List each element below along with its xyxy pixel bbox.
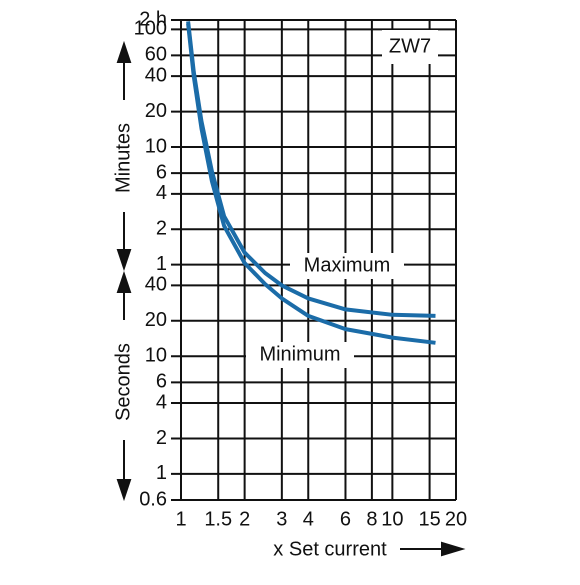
- x-axis-label: x Set current: [273, 538, 387, 560]
- annotation-bg: [382, 30, 438, 64]
- x-tick-label: 20: [445, 508, 467, 530]
- y-tick-label: 10: [145, 135, 167, 157]
- x-tick-label: 2: [239, 508, 250, 530]
- y-axis-label: Seconds: [112, 343, 134, 421]
- y-tick-label: 100: [134, 18, 167, 40]
- x-tick-label: 6: [340, 508, 351, 530]
- y-tick-label: 1: [156, 253, 167, 275]
- y-tick-label: 60: [145, 44, 167, 66]
- axis-arrows: [116, 40, 466, 557]
- y-tick-label: 2: [156, 218, 167, 240]
- y-tick-label: 20: [145, 100, 167, 122]
- x-tick-label: 3: [276, 508, 287, 530]
- y-tick-label: 4: [156, 391, 167, 413]
- x-tick-label: 4: [303, 508, 314, 530]
- annotation: ZW7: [389, 35, 431, 57]
- x-tick-label: 1: [175, 508, 186, 530]
- series-label: Minimum: [259, 343, 340, 365]
- legend-bg: [246, 342, 354, 368]
- y-tick-label: 6: [156, 161, 167, 183]
- x-tick-label: 8: [366, 508, 377, 530]
- y-tick-label: 4: [156, 182, 167, 204]
- y-tick-label: 2: [156, 427, 167, 449]
- series-label: Maximum: [304, 254, 391, 276]
- y-tick-label: 40: [145, 274, 167, 296]
- y-tick-label: 2 h: [139, 8, 167, 30]
- y-tick-label: 6: [156, 371, 167, 393]
- x-tick-label: 10: [381, 508, 403, 530]
- y-tick-label: 10: [145, 345, 167, 367]
- curve: [186, 23, 436, 345]
- legend-bg: [290, 253, 404, 279]
- y-tick-label: 20: [145, 309, 167, 331]
- y-axis-label: Minutes: [112, 123, 134, 193]
- x-tick-label: 15: [418, 508, 440, 530]
- y-tick-label: 1: [156, 462, 167, 484]
- y-tick-label: 0.6: [139, 488, 167, 510]
- x-tick-label: 1.5: [204, 508, 232, 530]
- y-tick-label: 40: [145, 64, 167, 86]
